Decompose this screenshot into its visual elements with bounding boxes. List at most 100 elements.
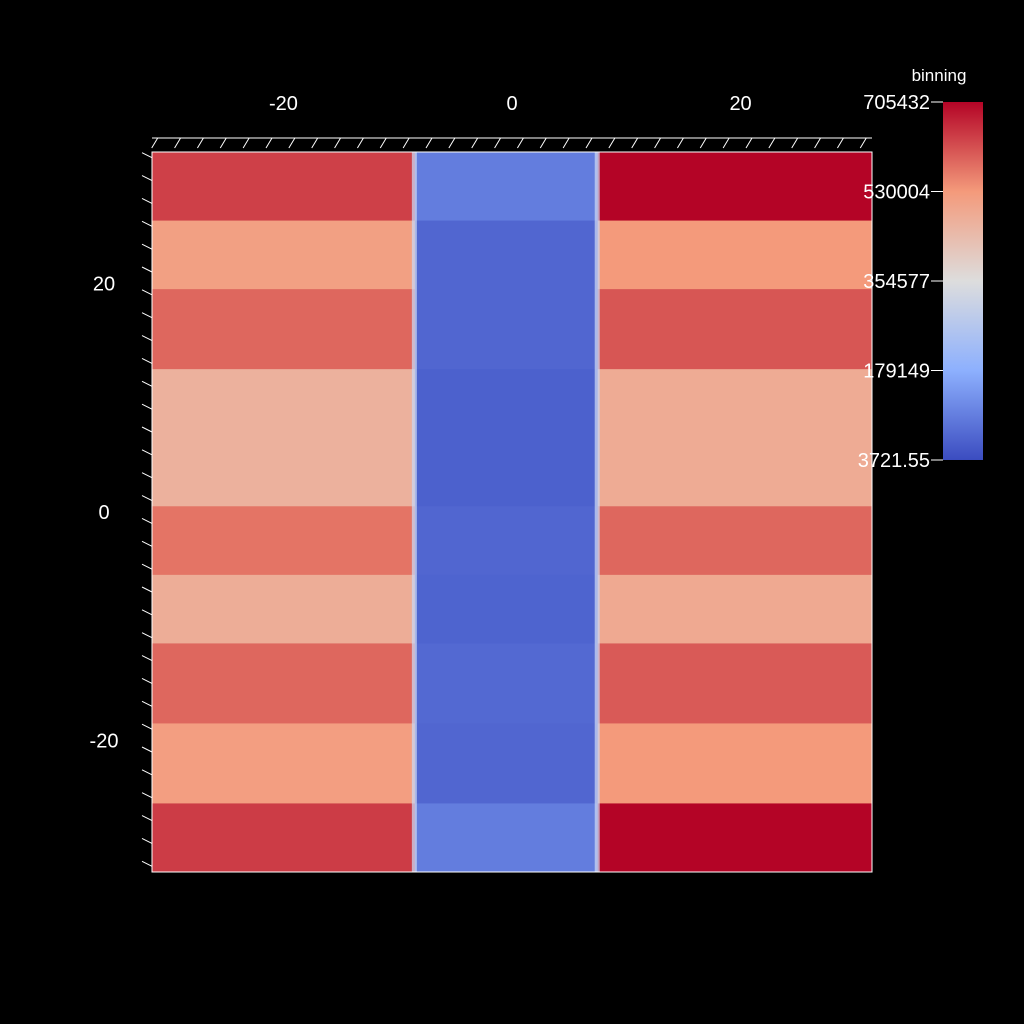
x-minor-tick <box>699 137 707 149</box>
y-minor-tick <box>141 700 153 707</box>
column-boundary-0 <box>411 152 417 872</box>
y-minor-tick <box>141 769 153 776</box>
heatmap-cell-7-center <box>414 723 599 804</box>
colorbar-tick-label: 530004 <box>863 182 930 204</box>
column-boundary-1 <box>594 152 600 872</box>
y-minor-tick <box>141 677 153 684</box>
y-minor-tick <box>141 266 153 273</box>
heatmap-cells <box>152 152 873 873</box>
x-minor-tick <box>334 137 342 149</box>
x-minor-tick <box>768 137 776 149</box>
y-minor-tick <box>141 289 153 296</box>
x-minor-tick <box>356 137 364 149</box>
heatmap-cell-1-right <box>597 220 873 290</box>
y-minor-tick <box>141 632 153 639</box>
y-minor-tick <box>141 312 153 319</box>
y-minor-tick <box>141 380 153 387</box>
heatmap-cell-3-left <box>152 369 416 507</box>
x-minor-tick <box>814 137 822 149</box>
x-minor-tick <box>425 137 433 149</box>
x-minor-tick <box>722 137 730 149</box>
y-minor-tick <box>141 426 153 433</box>
x-minor-tick <box>791 137 799 149</box>
colorbar-tick-label: 3721.55 <box>858 450 930 472</box>
x-minor-tick <box>379 137 387 149</box>
x-minor-tick <box>219 137 227 149</box>
heatmap-cell-6-right <box>597 643 873 724</box>
heatmap-cell-0-left <box>152 152 416 222</box>
heatmap-cell-3-right <box>597 369 873 507</box>
x-minor-tick <box>836 137 844 149</box>
y-minor-tick <box>141 723 153 730</box>
x-minor-tick <box>448 137 456 149</box>
x-minor-tick <box>859 137 867 149</box>
x-minor-tick <box>631 137 639 149</box>
x-minor-tick <box>562 137 570 149</box>
heatmap-cell-7-right <box>597 723 873 804</box>
x-minor-tick <box>494 137 502 149</box>
x-minor-tick <box>196 137 204 149</box>
heatmap-cell-4-left <box>152 506 416 576</box>
x-minor-tick <box>151 137 159 149</box>
y-minor-tick <box>141 517 153 524</box>
x-minor-tick <box>311 137 319 149</box>
x-minor-tick <box>539 137 547 149</box>
heatmap-cell-2-left <box>152 289 416 370</box>
y-minor-tick <box>141 472 153 479</box>
y-minor-tick <box>141 403 153 410</box>
heatmap-cell-5-left <box>152 574 416 644</box>
x-minor-tick <box>676 137 684 149</box>
y-minor-tick <box>141 449 153 456</box>
y-minor-tick <box>141 563 153 570</box>
x-minor-tick <box>608 137 616 149</box>
x-minor-tick <box>516 137 524 149</box>
x-minor-tick <box>265 137 273 149</box>
heatmap-cell-3-center <box>414 369 599 507</box>
heatmap-cell-5-center <box>414 574 599 644</box>
heatmap-cell-7-left <box>152 723 416 804</box>
x-minor-tick <box>471 137 479 149</box>
y-axis: 20 0 -20 <box>90 152 153 872</box>
heatmap-cell-1-center <box>414 220 599 290</box>
y-minor-tick <box>141 586 153 593</box>
y-minor-tick <box>141 860 153 867</box>
x-minor-tick <box>288 137 296 149</box>
y-minor-tick <box>141 495 153 502</box>
y-minor-tick <box>141 837 153 844</box>
x-axis: -20 0 20 <box>151 93 872 149</box>
heatmap-cell-4-center <box>414 506 599 576</box>
y-minor-tick <box>141 220 153 227</box>
y-tick-label: 20 <box>93 273 115 295</box>
y-minor-tick <box>141 335 153 342</box>
colorbar-title: binning <box>912 66 967 85</box>
y-minor-tick <box>141 540 153 547</box>
x-minor-tick <box>654 137 662 149</box>
heatmap-cell-1-left <box>152 220 416 290</box>
y-minor-tick <box>141 175 153 182</box>
y-tick-label: 0 <box>98 502 109 524</box>
heatmap-cell-6-left <box>152 643 416 724</box>
heatmap-cell-5-right <box>597 574 873 644</box>
heatmap-cell-2-right <box>597 289 873 370</box>
heatmap-cell-4-right <box>597 506 873 576</box>
heatmap-cell-8-left <box>152 803 416 873</box>
x-minor-tick <box>402 137 410 149</box>
y-tick-label: -20 <box>90 731 119 753</box>
x-minor-tick <box>174 137 182 149</box>
x-minor-tick <box>242 137 250 149</box>
colorbar-gradient <box>943 102 983 460</box>
x-tick-label: 0 <box>506 93 517 115</box>
y-minor-tick <box>141 815 153 822</box>
heatmap-cell-2-center <box>414 289 599 370</box>
y-minor-tick <box>141 197 153 204</box>
y-minor-tick <box>141 152 153 159</box>
x-tick-label: 20 <box>729 93 751 115</box>
x-minor-tick <box>745 137 753 149</box>
heatmap-cell-0-right <box>597 152 873 222</box>
heatmap-cell-0-center <box>414 152 599 222</box>
y-minor-tick <box>141 357 153 364</box>
x-tick-label: -20 <box>269 93 298 115</box>
colorbar-ticks: 705432 530004 354577 179149 3721.55 <box>858 92 943 472</box>
y-minor-tick <box>141 655 153 662</box>
